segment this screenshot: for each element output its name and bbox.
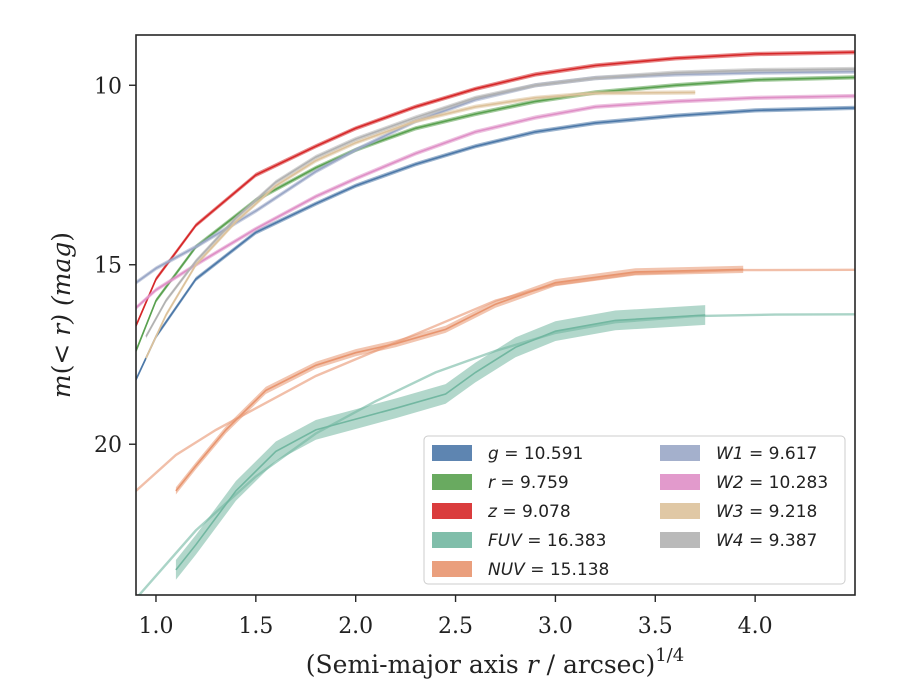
legend-swatch-w2 (660, 474, 700, 490)
x-tick-label: 2.5 (438, 614, 473, 639)
legend-swatch-w3 (660, 503, 700, 519)
series-line-fuv (175, 314, 706, 571)
legend-label-g: g = 10.591 (488, 444, 583, 464)
curves-layer (136, 50, 855, 595)
x-tick-label: 1.0 (138, 614, 173, 639)
x-tick-label: 4.0 (738, 614, 773, 639)
legend-swatch-r (432, 474, 472, 490)
legend: g = 10.591 r = 9.759 z = 9.078 FUV = 16.383… (423, 435, 846, 585)
series-line-nuv (175, 268, 744, 492)
x-axis-label: (Semi-major axis r / arcsec)1/4 (306, 645, 684, 679)
legend-swatch-nuv (432, 561, 472, 577)
legend-label-w1: W1 = 9.617 (716, 444, 817, 464)
legend-label-w2: W2 = 10.283 (716, 473, 828, 493)
band-g (136, 105, 855, 382)
legend-label-fuv: FUV = 16.383 (488, 531, 606, 551)
legend-label-r: r = 9.759 (488, 473, 569, 493)
band-fuv (175, 305, 706, 580)
x-tick-label: 3.5 (638, 614, 673, 639)
legend-label-w4: W4 = 9.387 (716, 531, 817, 551)
legend-label-z: z = 9.078 (487, 502, 571, 522)
legend-label-w3: W3 = 9.218 (716, 502, 817, 522)
y-tick-label: 10 (94, 74, 122, 99)
y-tick-label: 15 (94, 254, 122, 279)
x-axis: 1.0 1.5 2.0 2.5 3.0 3.5 4.0 (138, 595, 773, 639)
x-tick-label: 3.0 (538, 614, 573, 639)
x-tick-label: 1.5 (238, 614, 273, 639)
series-line-w2 (136, 95, 855, 309)
x-tick-label: 2.0 (338, 614, 373, 639)
band-nuv (175, 265, 744, 495)
y-tick-label: 20 (94, 433, 122, 458)
series-line-w4 (145, 68, 855, 337)
legend-swatch-w1 (660, 445, 700, 461)
legend-swatch-w4 (660, 532, 700, 548)
series-line-z (136, 51, 855, 327)
series-line-w3 (145, 91, 696, 359)
series-line-g (136, 107, 855, 380)
y-axis: 10 15 20 (94, 74, 136, 458)
legend-swatch-fuv (432, 532, 472, 548)
legend-swatch-z (432, 503, 472, 519)
y-axis-label: m(< r) (mag) (47, 232, 76, 398)
legend-box (423, 435, 846, 585)
plot-frame (135, 34, 856, 596)
legend-label-nuv: NUV = 15.138 (488, 560, 609, 580)
legend-swatch-g (432, 445, 472, 461)
